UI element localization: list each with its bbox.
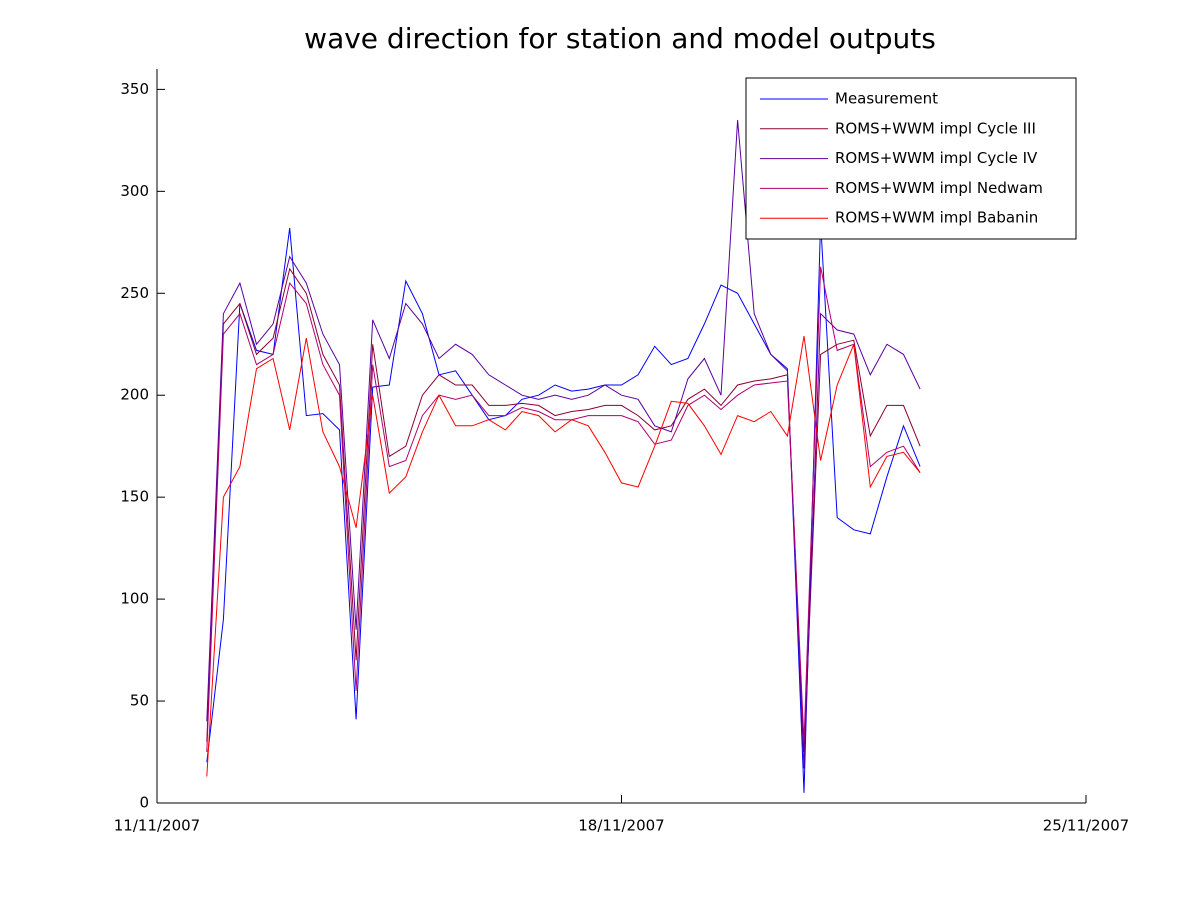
chart-title: wave direction for station and model out…	[304, 22, 936, 55]
y-tick-label: 350	[120, 80, 149, 98]
series-line	[206, 266, 921, 753]
y-tick-label: 50	[130, 692, 149, 710]
legend-label: ROMS+WWM impl Nedwam	[835, 179, 1043, 197]
series-line	[206, 119, 921, 769]
x-tick-label: 25/11/2007	[1043, 817, 1129, 835]
x-tick-label: 18/11/2007	[578, 817, 664, 835]
series-line	[206, 221, 921, 793]
legend-label: ROMS+WWM impl Babanin	[835, 209, 1038, 227]
x-tick-label: 11/11/2007	[114, 817, 200, 835]
legend-label: ROMS+WWM impl Cycle IV	[835, 149, 1038, 167]
legend-label: Measurement	[835, 90, 938, 108]
y-tick-label: 200	[120, 386, 149, 404]
legend-label: ROMS+WWM impl Cycle III	[835, 119, 1036, 137]
series-line	[206, 336, 921, 777]
y-tick-label: 0	[139, 794, 149, 812]
y-tick-label: 250	[120, 284, 149, 302]
y-tick-label: 300	[120, 182, 149, 200]
y-tick-label: 100	[120, 590, 149, 608]
y-tick-label: 150	[120, 488, 149, 506]
